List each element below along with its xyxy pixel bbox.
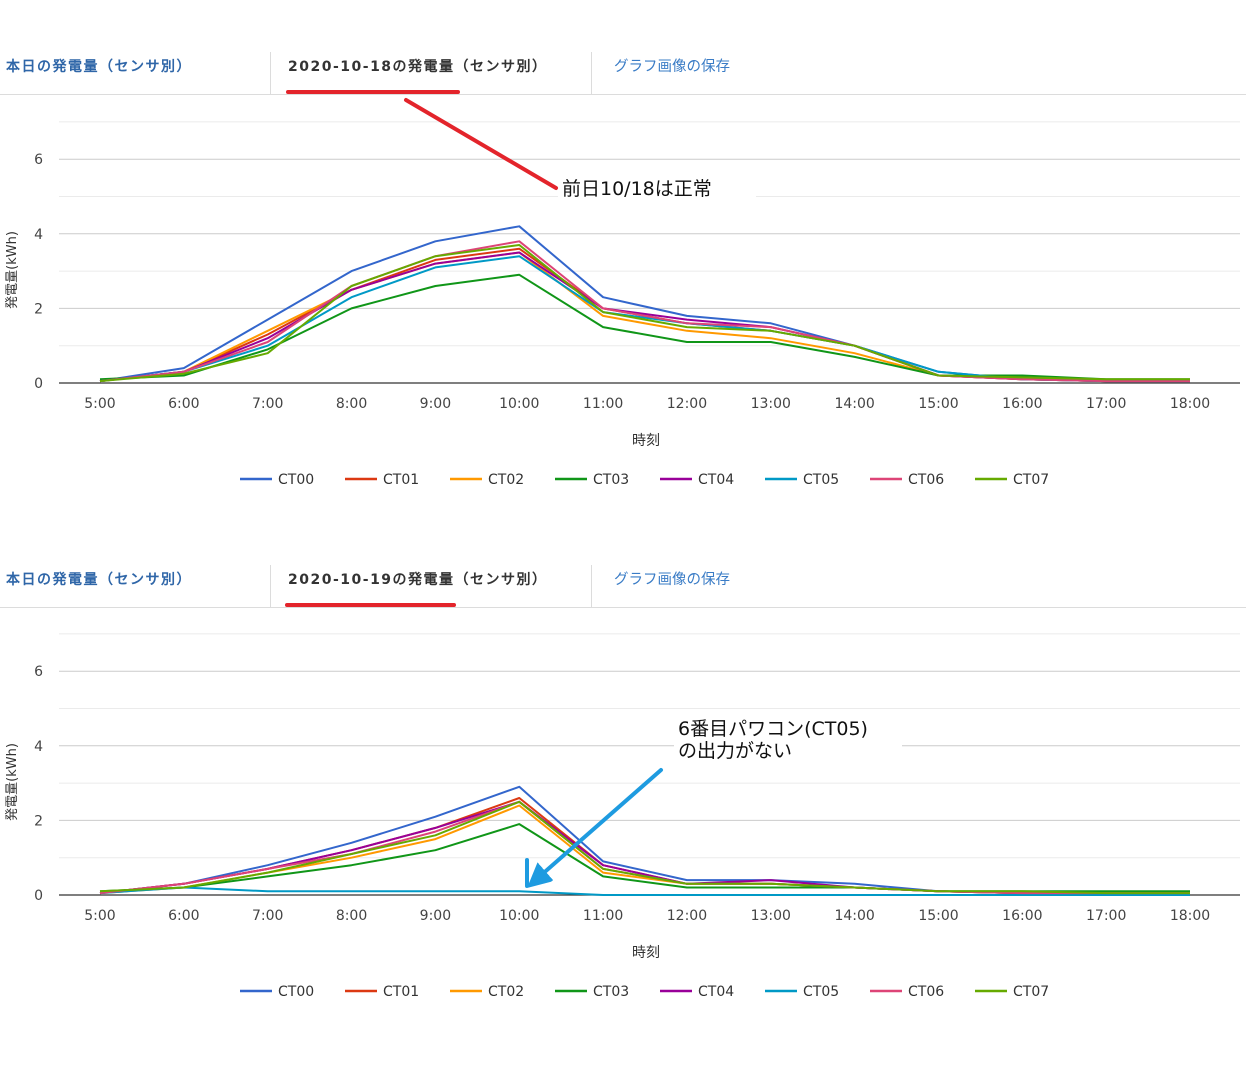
legend-label: CT06 xyxy=(908,472,944,488)
annotation-normal: 前日10/18は正常 xyxy=(558,176,756,202)
x-tick-label: 16:00 xyxy=(1002,396,1042,412)
legend-label: CT03 xyxy=(593,472,629,488)
legend-label: CT00 xyxy=(278,472,314,488)
x-tick-label: 17:00 xyxy=(1086,908,1126,924)
tab-bar: 本日の発電量（センサ別） 2020-10-18の発電量（センサ別） グラフ画像の… xyxy=(0,52,1246,95)
legend-label: CT03 xyxy=(593,984,629,1000)
x-tick-label: 6:00 xyxy=(168,396,199,412)
legend-label: CT02 xyxy=(488,472,524,488)
chart-panel-1: 本日の発電量（センサ別） 2020-10-18の発電量（センサ別） グラフ画像の… xyxy=(0,52,1246,564)
x-tick-label: 10:00 xyxy=(499,908,539,924)
series-line-ct07 xyxy=(99,244,1190,383)
x-tick-label: 12:00 xyxy=(667,908,707,924)
y-tick-label: 0 xyxy=(34,888,43,904)
line-chart-1: 0 2 4 6 5:00 6:00 7:00 8:00 9:00 10:00 11:00 12:00 1… xyxy=(5,121,1240,488)
highlight-underline xyxy=(286,90,460,94)
y-axis-title: 発電量(kWh) xyxy=(5,743,20,821)
legend-label: CT02 xyxy=(488,984,524,1000)
y-tick-label: 4 xyxy=(34,739,43,755)
x-tick-label: 8:00 xyxy=(336,908,367,924)
x-tick-label: 13:00 xyxy=(751,908,791,924)
series-line-ct06 xyxy=(99,240,1190,383)
x-axis-title: 時刻 xyxy=(632,945,660,961)
x-tick-label: 5:00 xyxy=(84,396,115,412)
y-tick-label: 6 xyxy=(34,152,43,168)
legend-label: CT04 xyxy=(698,984,734,1000)
series-line-ct07 xyxy=(99,800,1190,895)
x-tick-label: 13:00 xyxy=(751,396,791,412)
x-tick-label: 14:00 xyxy=(834,396,874,412)
x-tick-label: 11:00 xyxy=(583,908,623,924)
x-tick-label: 11:00 xyxy=(583,396,623,412)
x-tick-label: 9:00 xyxy=(420,396,451,412)
legend-label: CT04 xyxy=(698,472,734,488)
x-tick-label: 16:00 xyxy=(1002,908,1042,924)
annotation-ct05: 6番目パワコン(CT05) の出力がない xyxy=(674,716,902,764)
legend-label: CT07 xyxy=(1013,984,1049,1000)
x-tick-label: 12:00 xyxy=(667,396,707,412)
series-line-ct03 xyxy=(99,273,1190,381)
series-line-ct04 xyxy=(99,800,1190,895)
x-tick-label: 9:00 xyxy=(420,908,451,924)
y-tick-label: 2 xyxy=(34,301,43,317)
legend-label: CT05 xyxy=(803,984,839,1000)
tab-date[interactable]: 2020-10-18の発電量（センサ別） xyxy=(270,52,592,94)
tab-bar: 本日の発電量（センサ別） 2020-10-19の発電量（センサ別） グラフ画像の… xyxy=(0,565,1246,608)
legend-label: CT07 xyxy=(1013,472,1049,488)
legend-label: CT01 xyxy=(383,984,419,1000)
x-tick-label: 18:00 xyxy=(1170,396,1210,412)
tab-today[interactable]: 本日の発電量（センサ別） xyxy=(6,572,192,588)
highlight-underline xyxy=(285,603,456,607)
y-tick-label: 6 xyxy=(34,664,43,680)
y-tick-label: 2 xyxy=(34,813,43,829)
x-tick-label: 18:00 xyxy=(1170,908,1210,924)
x-tick-label: 7:00 xyxy=(252,396,283,412)
chart-panel-2: 本日の発電量（センサ別） 2020-10-19の発電量（センサ別） グラフ画像の… xyxy=(0,565,1246,1077)
legend-label: CT01 xyxy=(383,472,419,488)
x-tick-label: 6:00 xyxy=(168,908,199,924)
series-line-ct06 xyxy=(99,800,1190,895)
series-line-ct00 xyxy=(99,225,1190,383)
series-line-ct05 xyxy=(99,886,1190,896)
x-tick-label: 5:00 xyxy=(84,908,115,924)
line-chart-2: 0 2 4 6 5:00 6:00 7:00 8:00 9:00 10:00 11:00 12:00 1… xyxy=(5,633,1240,1000)
tab-date[interactable]: 2020-10-19の発電量（センサ別） xyxy=(270,565,592,607)
y-tick-label: 4 xyxy=(34,227,43,243)
legend-label: CT00 xyxy=(278,984,314,1000)
y-tick-label: 0 xyxy=(34,376,43,392)
legend-label: CT06 xyxy=(908,984,944,1000)
x-tick-label: 17:00 xyxy=(1086,396,1126,412)
x-tick-label: 8:00 xyxy=(336,396,367,412)
tab-today[interactable]: 本日の発電量（センサ別） xyxy=(6,59,192,75)
x-tick-label: 7:00 xyxy=(252,908,283,924)
x-tick-label: 10:00 xyxy=(499,396,539,412)
series-line-ct02 xyxy=(99,804,1190,895)
y-axis-title: 発電量(kWh) xyxy=(5,231,20,309)
x-tick-label: 14:00 xyxy=(834,908,874,924)
x-tick-label: 15:00 xyxy=(918,396,958,412)
x-axis-title: 時刻 xyxy=(632,433,660,449)
legend-label: CT05 xyxy=(803,472,839,488)
x-tick-label: 15:00 xyxy=(918,908,958,924)
tab-save-image[interactable]: グラフ画像の保存 xyxy=(614,572,730,588)
tab-save-image[interactable]: グラフ画像の保存 xyxy=(614,59,730,75)
